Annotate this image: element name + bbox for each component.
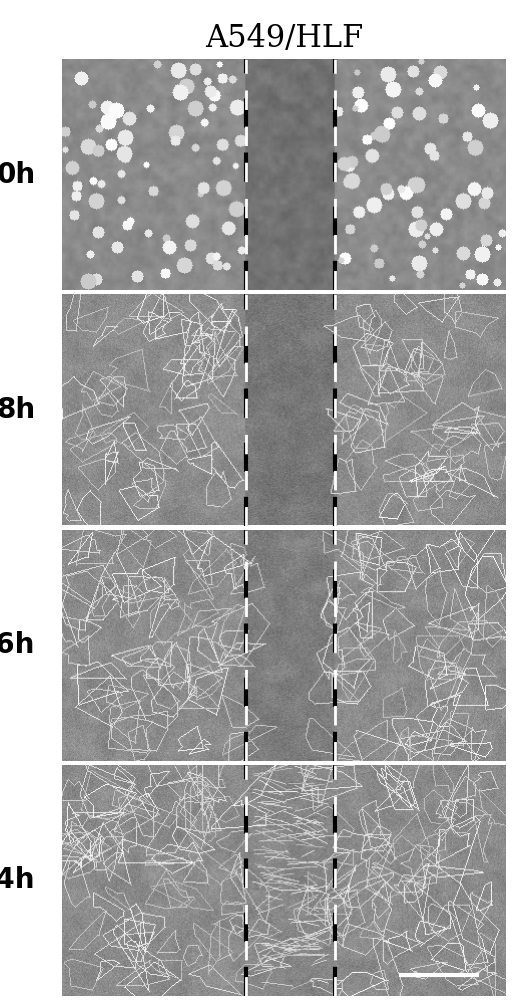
Text: A549/HLF: A549/HLF (205, 23, 363, 54)
Text: 24h: 24h (0, 866, 35, 894)
Text: 16h: 16h (0, 631, 35, 659)
Text: 0h: 0h (0, 161, 35, 189)
Text: 8h: 8h (0, 396, 35, 424)
